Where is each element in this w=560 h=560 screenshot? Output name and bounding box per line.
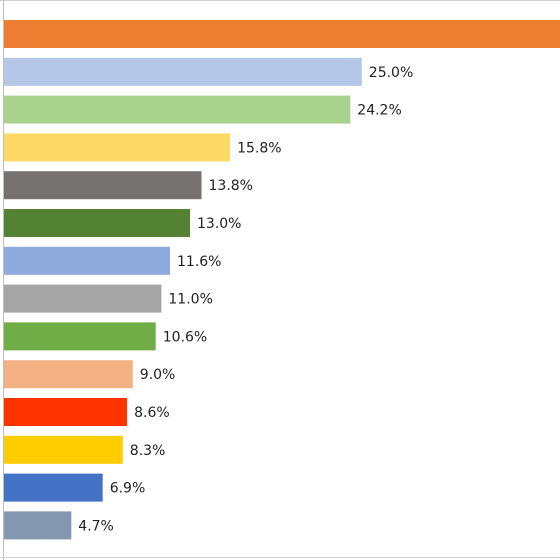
bar-3 bbox=[4, 95, 351, 124]
data-label-11: 8.6% bbox=[134, 405, 170, 421]
bar-10 bbox=[4, 360, 133, 389]
bar-2 bbox=[4, 57, 362, 86]
bar-11 bbox=[4, 398, 128, 426]
data-label-12: 8.3% bbox=[130, 443, 166, 459]
bar-6 bbox=[4, 209, 190, 237]
bar-9 bbox=[4, 322, 156, 351]
bar-7 bbox=[4, 246, 170, 275]
bar-4 bbox=[4, 133, 231, 162]
bar-14 bbox=[4, 511, 72, 540]
bar-8 bbox=[4, 284, 162, 313]
data-label-4: 15.8% bbox=[237, 140, 281, 156]
data-label-8: 11.0% bbox=[168, 292, 212, 308]
data-label-6: 13.0% bbox=[197, 216, 241, 232]
data-label-10: 9.0% bbox=[140, 367, 176, 383]
data-label-7: 11.6% bbox=[177, 254, 221, 270]
bars-group bbox=[4, 20, 560, 540]
data-label-13: 6.9% bbox=[110, 481, 146, 497]
bar-13 bbox=[4, 473, 103, 502]
bar-5 bbox=[4, 171, 202, 200]
bar-12 bbox=[4, 435, 123, 464]
data-label-9: 10.6% bbox=[163, 329, 207, 345]
data-label-14: 4.7% bbox=[78, 518, 114, 534]
data-labels-group: 25.0% 24.2% 15.8% 13.8% 13.0% 11.6% 11.0% 10.6%… bbox=[78, 65, 413, 535]
data-label-3: 24.2% bbox=[357, 103, 401, 119]
data-label-5: 13.8% bbox=[209, 178, 253, 194]
bar-1 bbox=[4, 20, 560, 48]
data-label-2: 25.0% bbox=[369, 65, 413, 81]
